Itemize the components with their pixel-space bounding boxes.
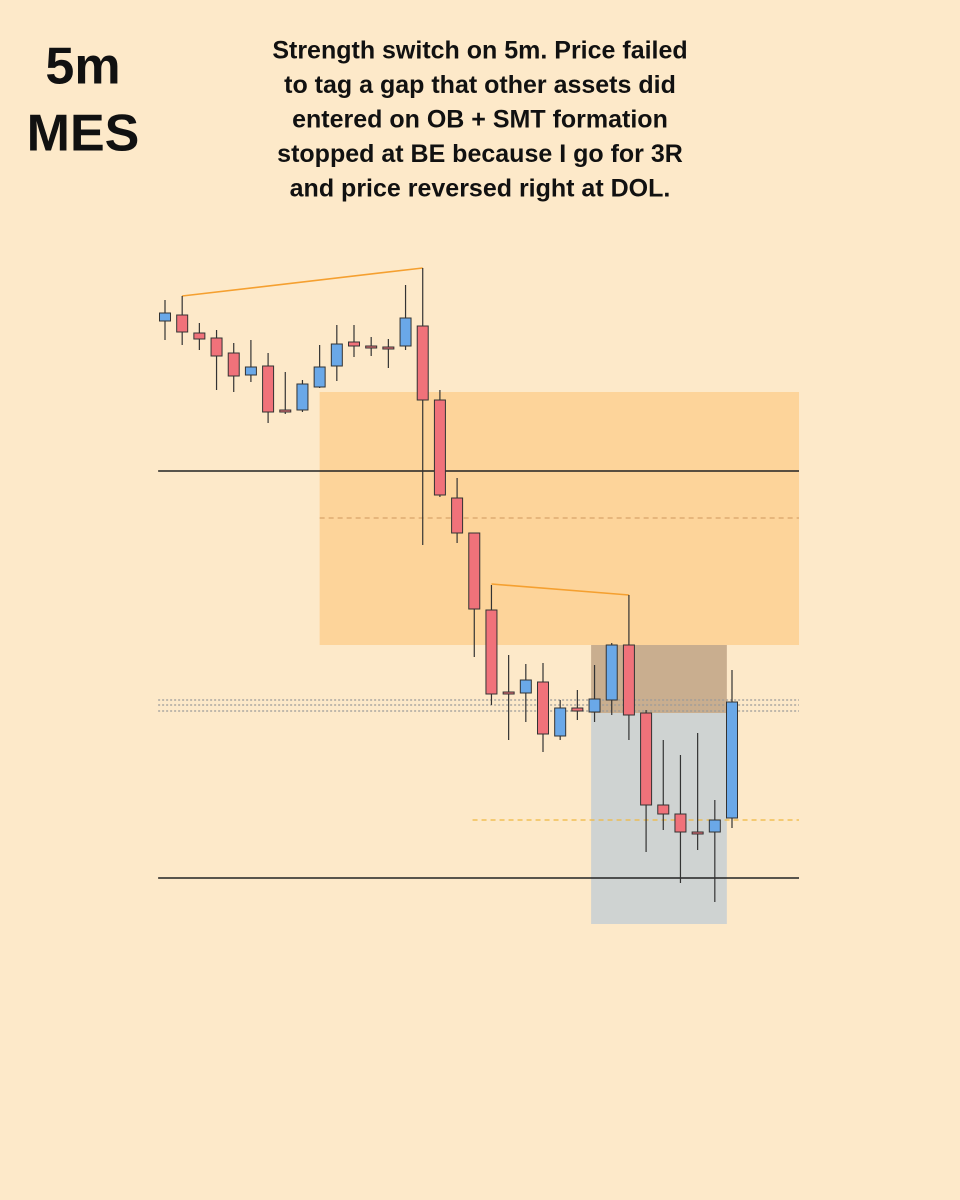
candle-body xyxy=(726,701,738,819)
chart-subtitle: and price reversed right at DOL. xyxy=(290,175,671,203)
chart-subtitle: Strength switch on 5m. Price failed xyxy=(272,37,687,65)
candle-body xyxy=(159,312,171,322)
candle-body xyxy=(279,409,292,413)
candle-body xyxy=(537,681,549,735)
candle-body xyxy=(244,366,257,376)
chart-subtitle: to tag a gap that other assets did xyxy=(284,71,676,99)
candle-body xyxy=(348,341,360,347)
candle-body xyxy=(330,343,343,367)
candle-body xyxy=(588,698,601,713)
candle-body xyxy=(571,707,584,712)
candle-body xyxy=(708,819,721,833)
chart-title: MES xyxy=(27,105,140,163)
candle-body xyxy=(674,813,687,833)
level-line xyxy=(182,267,423,297)
candle-body xyxy=(657,804,670,815)
candle-body xyxy=(519,679,532,694)
chart-title: 5m xyxy=(45,38,120,96)
candle-body xyxy=(502,691,515,695)
candle-body xyxy=(451,497,464,534)
candle-body xyxy=(485,609,498,695)
candle-body xyxy=(468,532,481,610)
zone xyxy=(591,713,727,924)
candle-body xyxy=(554,707,567,737)
candle-body xyxy=(622,644,635,716)
candle-body xyxy=(433,399,446,496)
candle-body xyxy=(262,365,275,413)
chart-subtitle: stopped at BE because I go for 3R xyxy=(277,140,683,168)
candle-body xyxy=(365,345,378,349)
level-line xyxy=(491,583,629,596)
candle-body xyxy=(399,317,412,347)
candle-body xyxy=(605,644,618,701)
candle-body xyxy=(691,831,704,835)
candle-body xyxy=(382,346,395,350)
candle-body xyxy=(640,712,653,806)
candle-body xyxy=(193,332,206,340)
chart-subtitle: entered on OB + SMT formation xyxy=(292,106,668,134)
candle-body xyxy=(313,366,326,388)
candle-body xyxy=(210,337,223,357)
candle-body xyxy=(227,352,240,377)
candle-body xyxy=(416,325,429,401)
candle-body xyxy=(296,383,309,411)
candle-body xyxy=(176,314,189,333)
